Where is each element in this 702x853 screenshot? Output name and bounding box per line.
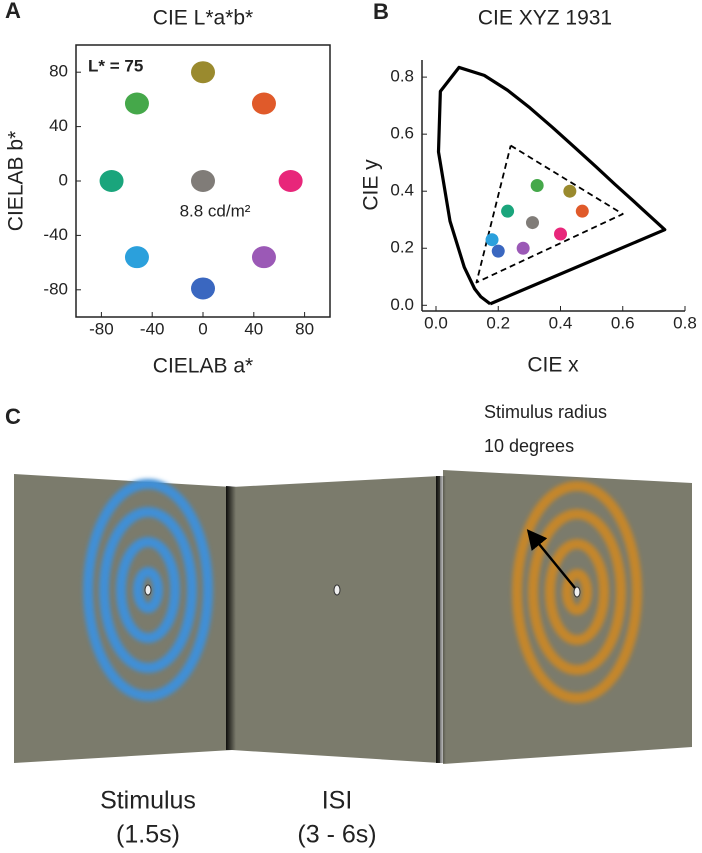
- point: [501, 204, 515, 218]
- point: [554, 227, 568, 241]
- x-tick-label: 40: [244, 319, 263, 338]
- point: [525, 216, 539, 230]
- y-tick-label: 0.8: [390, 67, 414, 86]
- fixation: [573, 586, 581, 598]
- point: [191, 277, 215, 300]
- x-tick-label: 0.0: [424, 313, 448, 332]
- point: [251, 92, 276, 115]
- x-tick-label: 80: [295, 319, 314, 338]
- x-tick-label: 0.6: [611, 313, 635, 332]
- y-tick-label: -80: [43, 279, 68, 298]
- y-tick-label: 0.0: [390, 295, 414, 314]
- y-tick-label: -40: [43, 225, 68, 244]
- caption: (3 - 6s): [297, 821, 376, 849]
- shadow: [436, 476, 446, 763]
- stimulus-panels: [14, 470, 692, 764]
- locus-line: [436, 65, 667, 306]
- radius-arrow: [526, 529, 576, 589]
- x-tick-label: 0.4: [549, 313, 573, 332]
- y-tick-label: 40: [49, 116, 68, 135]
- screen: [232, 476, 440, 763]
- y-tick-label: 80: [49, 62, 68, 81]
- point: [124, 246, 149, 269]
- y-tick-label: 0.6: [390, 124, 414, 143]
- annotation: 8.8 cd/m²: [180, 201, 251, 220]
- point: [516, 241, 530, 255]
- point: [530, 179, 544, 192]
- x-tick-label: -40: [140, 319, 165, 338]
- fixation: [333, 584, 341, 596]
- point: [485, 233, 499, 247]
- x-tick-label: -80: [89, 319, 114, 338]
- x-tick-label: 0: [198, 319, 207, 338]
- x-tick-label: 0.8: [673, 313, 697, 332]
- panel-label: B: [373, 0, 389, 24]
- y-tick-label: 0.2: [390, 238, 414, 257]
- caption: Stimulus: [100, 787, 196, 815]
- point: [278, 170, 303, 192]
- chart-title: CIE XYZ 1931: [478, 7, 612, 30]
- shadow: [226, 486, 236, 750]
- gamut-line: [475, 144, 624, 284]
- point: [575, 204, 589, 218]
- y-tick-label: 0.4: [390, 181, 414, 200]
- note: Stimulus radius: [484, 402, 607, 422]
- x-tick-label: 0.2: [486, 313, 510, 332]
- point: [251, 246, 276, 269]
- x-axis-label: CIE x: [527, 354, 579, 377]
- x-axis-label: CIELAB a*: [153, 355, 253, 378]
- y-axis-label: CIE y: [360, 159, 383, 211]
- note: 10 degrees: [484, 436, 574, 456]
- point: [491, 244, 505, 258]
- caption: (1.5s): [116, 821, 180, 849]
- y-axis-label: CIELAB b*: [5, 131, 28, 231]
- point: [191, 170, 215, 192]
- annotation: L* = 75: [88, 56, 143, 75]
- panel-label: C: [5, 404, 21, 429]
- panel-label: A: [5, 0, 21, 23]
- rings-blue: [83, 479, 213, 701]
- fixation: [144, 584, 152, 596]
- point: [191, 61, 215, 84]
- point: [563, 184, 577, 198]
- caption: ISI: [322, 787, 353, 815]
- point: [124, 92, 149, 115]
- point: [99, 170, 124, 192]
- chart-title: CIE L*a*b*: [153, 7, 253, 30]
- y-tick-label: 0: [59, 170, 68, 189]
- rings-orange: [512, 481, 642, 703]
